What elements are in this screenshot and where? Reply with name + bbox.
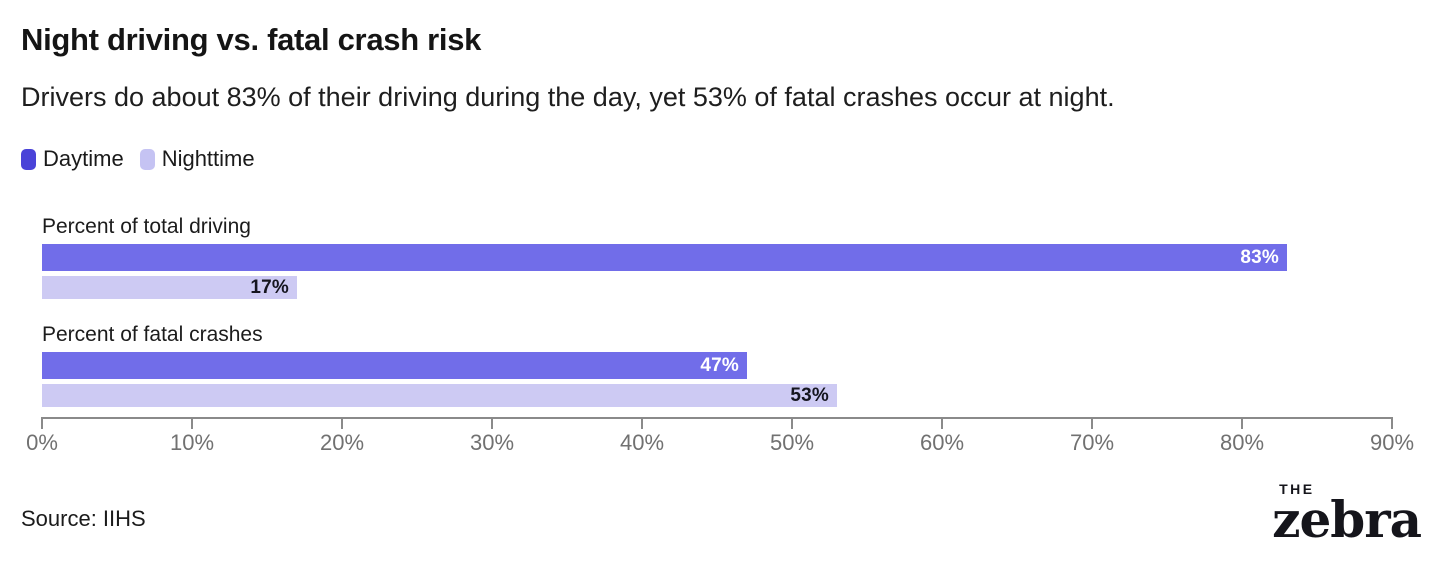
- legend-swatch-icon: [139, 148, 155, 170]
- category-label: Percent of fatal crashes: [42, 323, 263, 346]
- x-axis-tick: [191, 417, 193, 429]
- x-axis-tick-label: 70%: [1069, 430, 1115, 455]
- legend-item-daytime: Daytime: [21, 146, 124, 172]
- bar-value-label: 53%: [790, 384, 829, 406]
- legend-item-label: Daytime: [43, 146, 124, 171]
- x-axis-tick-label: 40%: [619, 430, 665, 455]
- x-axis-tick: [791, 417, 793, 429]
- bar-nighttime-2: 53%: [42, 384, 837, 407]
- bar-nighttime-1: 17%: [42, 276, 297, 299]
- x-axis-tick: [1391, 417, 1393, 429]
- bar-daytime-2: 47%: [42, 352, 747, 379]
- x-axis-tick-label: 20%: [319, 430, 365, 455]
- bar-value-label: 47%: [700, 354, 739, 376]
- x-axis-tick-label: 80%: [1219, 430, 1265, 455]
- x-axis-tick-label: 30%: [469, 430, 515, 455]
- x-axis-tick: [1091, 417, 1093, 429]
- chart-title: Night driving vs. fatal crash risk: [21, 22, 482, 57]
- zebra-logo: THE zebra: [1272, 481, 1422, 549]
- source-note: Source: IIHS: [21, 506, 146, 531]
- x-axis-tick: [341, 417, 343, 429]
- x-axis-tick-label: 50%: [769, 430, 815, 455]
- legend-swatch-icon: [21, 148, 36, 170]
- legend-item-nighttime: Nighttime: [139, 146, 255, 172]
- x-axis-tick-label: 0%: [26, 430, 58, 455]
- x-axis-line: [41, 417, 1393, 419]
- x-axis-tick-label: 60%: [919, 430, 965, 455]
- bar-daytime-1: 83%: [42, 244, 1287, 271]
- x-axis-tick: [941, 417, 943, 429]
- logo-the-text: THE: [1279, 481, 1315, 497]
- logo-zebra-text: zebra: [1272, 490, 1422, 549]
- category-label: Percent of total driving: [42, 215, 251, 238]
- x-axis-tick-label: 90%: [1369, 430, 1415, 455]
- chart-subtitle: Drivers do about 83% of their driving du…: [21, 82, 1115, 112]
- x-axis-tick: [41, 417, 43, 429]
- bar-value-label: 17%: [250, 276, 289, 298]
- bar-value-label: 83%: [1240, 246, 1279, 268]
- x-axis-tick: [491, 417, 493, 429]
- legend: Daytime Nighttime: [21, 146, 255, 172]
- legend-item-label: Nighttime: [161, 146, 255, 171]
- x-axis-tick: [1241, 417, 1243, 429]
- x-axis-tick-label: 10%: [169, 430, 215, 455]
- x-axis-tick: [641, 417, 643, 429]
